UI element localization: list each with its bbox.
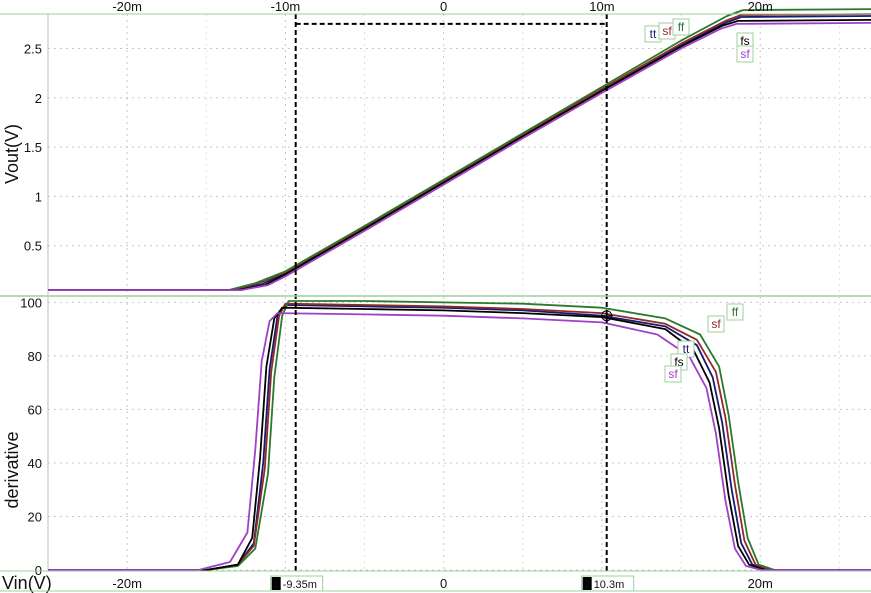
x-tick-label-top: 20m <box>748 0 773 14</box>
trace-label-top: tt <box>650 27 657 41</box>
y-tick-label: 1.5 <box>24 140 42 155</box>
x-axis-title: Vin(V) <box>2 573 52 593</box>
y-axis-title: Vout(V) <box>2 124 22 184</box>
trace-label-top: ff <box>678 20 685 34</box>
y-tick-label: 1 <box>35 189 42 204</box>
trace-label-box <box>736 45 754 63</box>
trace-label-bottom: fs <box>674 355 683 369</box>
series-line-tt <box>48 304 871 571</box>
x-tick-label-top: 0 <box>440 0 447 14</box>
series-line-sf <box>48 312 871 571</box>
y-tick-label: 80 <box>28 349 42 364</box>
series-line-ff <box>48 8 871 292</box>
cursor-id-badge <box>271 577 281 590</box>
y-tick-label: 100 <box>20 295 42 310</box>
x-tick-label-bottom: 0 <box>440 576 447 591</box>
trace-label-box <box>726 303 744 321</box>
trace-label-bottom: ff <box>732 305 739 319</box>
trace-label-bottom: sf <box>668 367 678 381</box>
x-tick-label-bottom: -20m <box>112 576 142 591</box>
cursor-overlay: 1 -9.35m 2 10.3m <box>270 14 635 592</box>
y-tick-label: 20 <box>28 509 42 524</box>
cursor-readout: -9.35m <box>283 579 317 591</box>
derivative-pane: 020406080100derivative-20m020mVin(V)ffsf… <box>2 295 871 593</box>
x-tick-label-top: -10m <box>271 0 301 14</box>
x-tick-label-top: -20m <box>112 0 142 14</box>
x-tick-label-top: 10m <box>589 0 614 14</box>
series-line-fs <box>48 306 871 571</box>
y-tick-label: 40 <box>28 456 42 471</box>
cursor-id: 1 <box>273 579 279 591</box>
y-tick-label: 2.5 <box>24 42 42 57</box>
cursor-id-badge <box>582 577 592 590</box>
y-tick-label: 60 <box>28 402 42 417</box>
y-tick-label: 0.5 <box>24 239 42 254</box>
series-line-ff <box>48 300 871 571</box>
trace-label-top: sf <box>740 47 750 61</box>
trace-label-top: sf <box>662 24 672 38</box>
series-line-sf <box>48 302 871 571</box>
trace-label-box <box>707 315 725 333</box>
x-tick-label-bottom: 20m <box>748 576 773 591</box>
cursor-id: 2 <box>584 579 590 591</box>
series-line-sf <box>48 22 871 292</box>
cursor-readout: 10.3m <box>594 579 625 591</box>
trace-label-box <box>672 18 690 36</box>
trace-label-top: fs <box>740 34 749 48</box>
y-tick-label: 2 <box>35 91 42 106</box>
trace-label-bottom: tt <box>683 342 690 356</box>
trace-label-box <box>664 365 682 383</box>
y-axis-title: derivative <box>2 431 22 508</box>
trace-label-bottom: sf <box>711 317 721 331</box>
